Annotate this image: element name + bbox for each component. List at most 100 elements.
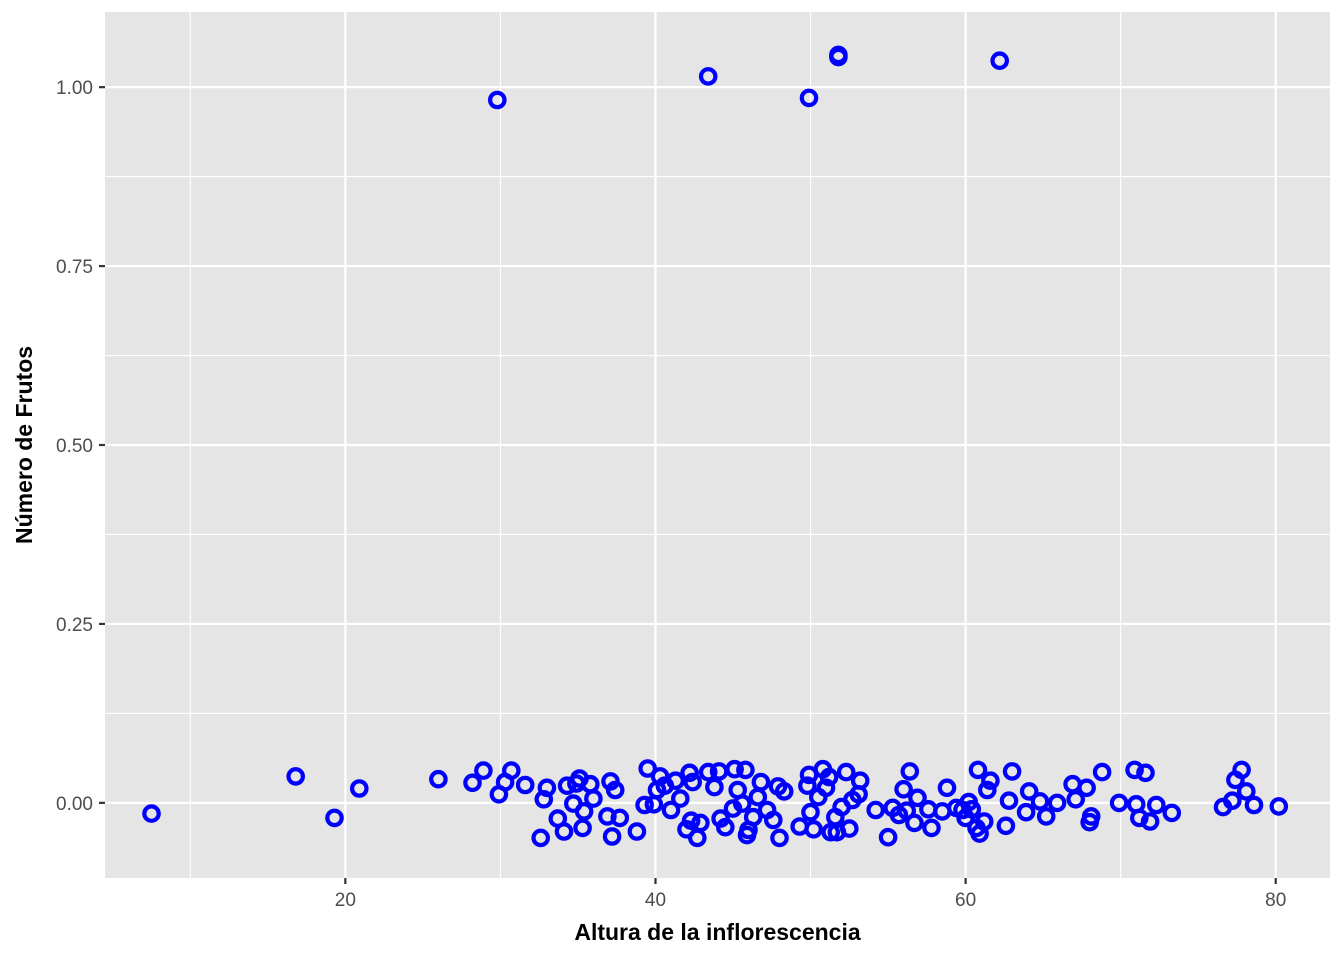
data-point (1125, 760, 1144, 780)
data-point (968, 760, 988, 780)
data-point (996, 816, 1016, 836)
data-point (1232, 760, 1251, 780)
data-point (463, 773, 482, 793)
y-tick-label: 1.00 (56, 78, 93, 99)
data-point (605, 780, 625, 800)
data-point (1016, 802, 1036, 822)
data-point (999, 791, 1019, 810)
data-point (680, 763, 699, 783)
data-point (715, 817, 735, 837)
data-point (866, 800, 885, 820)
data-point (974, 812, 994, 831)
data-point (1162, 803, 1182, 823)
data-point (1066, 789, 1085, 809)
data-point (850, 771, 870, 790)
data-point (661, 800, 681, 820)
data-point (905, 813, 924, 833)
data-point (1081, 807, 1101, 826)
data-point (894, 779, 913, 799)
data-point (1130, 808, 1149, 828)
data-point (763, 810, 783, 830)
y-tick-label: 0.50 (56, 436, 93, 457)
data-point (1002, 762, 1022, 781)
data-point (325, 808, 344, 828)
data-point (1030, 792, 1050, 811)
data-point (584, 789, 603, 808)
data-point (981, 771, 1000, 790)
data-points (142, 45, 1289, 848)
data-point (816, 778, 836, 798)
data-point (1019, 782, 1039, 801)
data-point (610, 808, 630, 828)
data-point (638, 759, 657, 778)
data-point (962, 799, 982, 819)
data-point (732, 794, 752, 813)
data-point (666, 771, 685, 790)
data-point (1223, 791, 1242, 810)
data-point (681, 811, 701, 830)
data-point (743, 807, 763, 827)
data-point (531, 828, 550, 848)
data-point (515, 775, 535, 795)
x-tick-label: 40 (645, 890, 666, 911)
data-point (829, 47, 848, 67)
data-point (286, 767, 305, 786)
data-point (349, 779, 369, 798)
data-point (774, 782, 794, 801)
data-point (474, 761, 493, 780)
x-tick-label: 60 (955, 890, 976, 911)
data-point (1237, 782, 1256, 801)
data-point (1077, 778, 1096, 798)
data-point (1036, 807, 1056, 826)
data-point (799, 88, 819, 108)
data-point (836, 762, 856, 782)
x-tick-label: 20 (335, 890, 356, 911)
data-point (798, 776, 817, 795)
data-point (1136, 763, 1155, 783)
data-point (602, 827, 622, 846)
data-point (1047, 793, 1067, 813)
x-axis-title: Altura de la inflorescencia (574, 919, 861, 945)
data-point (804, 819, 823, 839)
data-point (900, 762, 920, 781)
data-point (736, 760, 755, 780)
data-point (1147, 795, 1166, 815)
data-point (574, 802, 594, 821)
data-point (691, 813, 710, 833)
y-tick-label: 0.00 (56, 794, 93, 815)
data-point (635, 795, 654, 815)
data-point (990, 51, 1009, 70)
data-point (1140, 812, 1160, 831)
data-point (487, 90, 507, 110)
data-point (627, 822, 647, 841)
y-axis-ticks: 0.00 0.25 0.50 0.75 1.00 (56, 78, 105, 815)
data-point (554, 822, 574, 841)
data-point (1244, 795, 1264, 815)
data-point (1092, 762, 1112, 782)
data-point (537, 778, 557, 798)
data-point (819, 767, 839, 787)
major-grid (105, 12, 1330, 878)
data-point (1269, 797, 1289, 816)
y-tick-label: 0.75 (56, 257, 93, 278)
data-point (670, 789, 690, 808)
data-point (429, 769, 448, 789)
data-point (142, 804, 161, 823)
data-point (839, 819, 859, 838)
data-point (878, 827, 898, 847)
data-point (937, 778, 957, 798)
y-tick-label: 0.25 (56, 615, 93, 636)
data-point (705, 777, 724, 797)
x-tick-label: 80 (1265, 890, 1286, 911)
data-point (683, 772, 702, 792)
data-point (725, 759, 744, 779)
data-point (573, 818, 592, 838)
y-axis-title: Número de Frutos (11, 346, 37, 544)
data-point (908, 788, 927, 808)
data-point (801, 802, 820, 822)
x-axis-ticks: 20 40 60 80 (335, 878, 1286, 911)
data-point (698, 67, 718, 86)
data-point (698, 762, 718, 782)
